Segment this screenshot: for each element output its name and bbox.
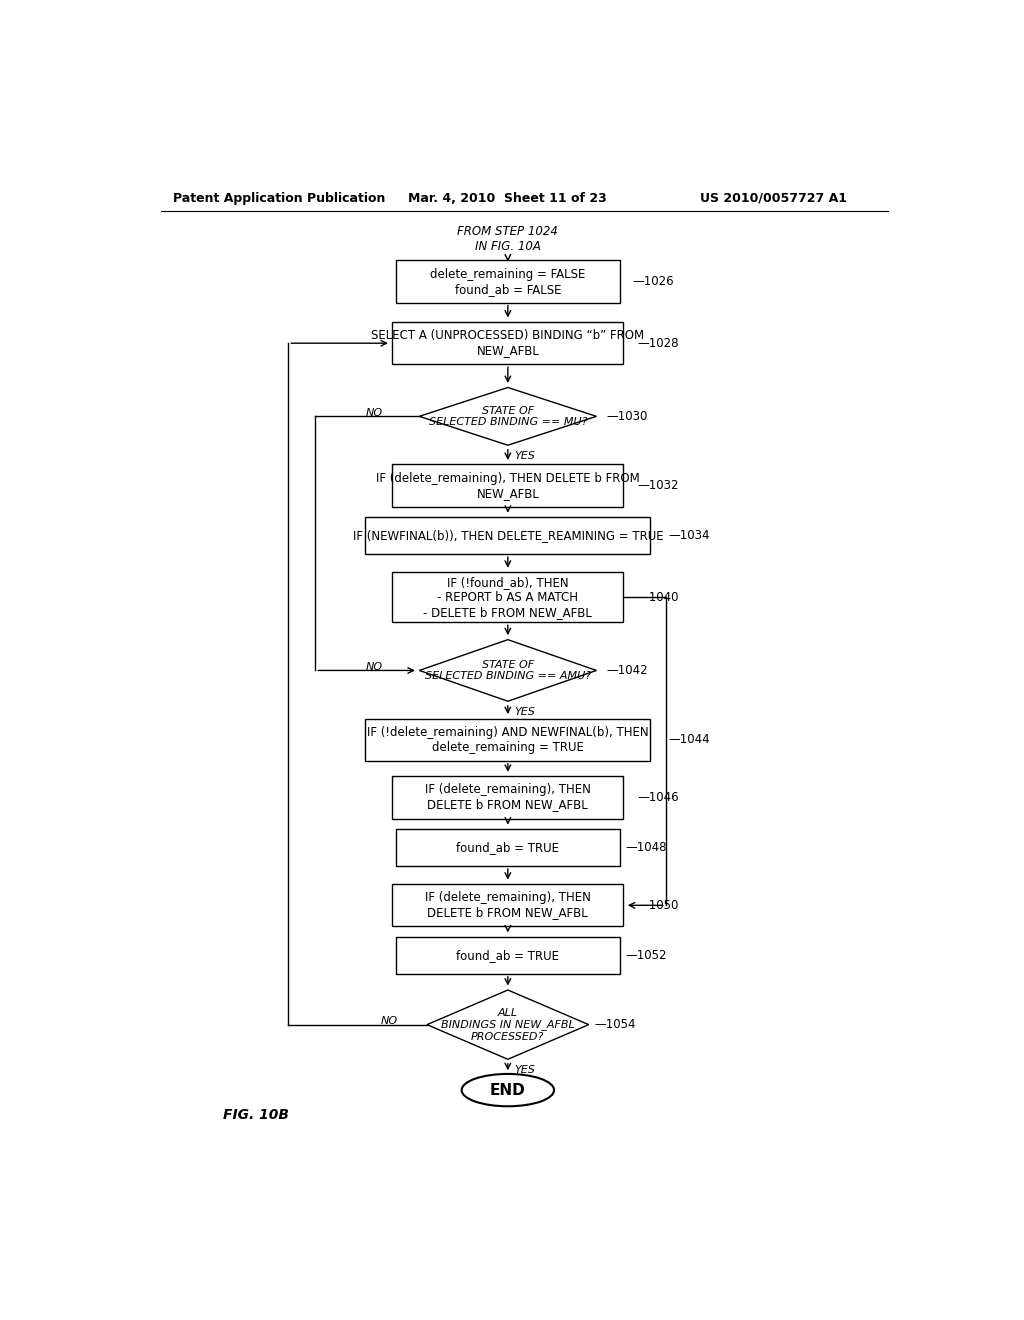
FancyBboxPatch shape — [396, 260, 620, 302]
Polygon shape — [419, 640, 596, 701]
Text: —1040: —1040 — [637, 591, 679, 603]
Text: Mar. 4, 2010  Sheet 11 of 23: Mar. 4, 2010 Sheet 11 of 23 — [408, 191, 606, 205]
Text: —1044: —1044 — [668, 733, 710, 746]
Text: YES: YES — [514, 708, 535, 717]
FancyBboxPatch shape — [366, 718, 650, 760]
Text: NO: NO — [366, 661, 383, 672]
Text: ALL
BINDINGS IN NEW_AFBL
PROCESSED?: ALL BINDINGS IN NEW_AFBL PROCESSED? — [441, 1007, 574, 1041]
Text: —1050: —1050 — [637, 899, 679, 912]
Text: YES: YES — [514, 1065, 535, 1076]
Text: IF (!found_ab), THEN
- REPORT b AS A MATCH
- DELETE b FROM NEW_AFBL: IF (!found_ab), THEN - REPORT b AS A MAT… — [423, 576, 592, 619]
Text: delete_remaining = FALSE
found_ab = FALSE: delete_remaining = FALSE found_ab = FALS… — [430, 268, 586, 296]
Text: US 2010/0057727 A1: US 2010/0057727 A1 — [700, 191, 848, 205]
Polygon shape — [427, 990, 589, 1059]
Text: IF (NEWFINAL(b)), THEN DELETE_REAMINING = TRUE: IF (NEWFINAL(b)), THEN DELETE_REAMINING … — [352, 529, 664, 543]
Text: SELECT A (UNPROCESSED) BINDING “b” FROM
NEW_AFBL: SELECT A (UNPROCESSED) BINDING “b” FROM … — [372, 329, 644, 358]
Text: —1028: —1028 — [637, 337, 679, 350]
Text: IF (delete_remaining), THEN DELETE b FROM
NEW_AFBL: IF (delete_remaining), THEN DELETE b FRO… — [376, 471, 640, 500]
FancyBboxPatch shape — [392, 322, 624, 364]
Text: —1052: —1052 — [626, 949, 668, 962]
Text: —1046: —1046 — [637, 791, 679, 804]
Text: Patent Application Publication: Patent Application Publication — [173, 191, 385, 205]
Text: —1048: —1048 — [626, 841, 668, 854]
Text: —1054: —1054 — [595, 1018, 636, 1031]
Text: found_ab = TRUE: found_ab = TRUE — [457, 949, 559, 962]
Text: —1032: —1032 — [637, 479, 679, 492]
Text: FIG. 10B: FIG. 10B — [223, 1107, 289, 1122]
Text: NO: NO — [366, 408, 383, 417]
FancyBboxPatch shape — [392, 465, 624, 507]
Text: —1034: —1034 — [668, 529, 710, 543]
FancyBboxPatch shape — [392, 776, 624, 818]
Text: IF (delete_remaining), THEN
DELETE b FROM NEW_AFBL: IF (delete_remaining), THEN DELETE b FRO… — [425, 891, 591, 919]
Text: IF (delete_remaining), THEN
DELETE b FROM NEW_AFBL: IF (delete_remaining), THEN DELETE b FRO… — [425, 784, 591, 812]
FancyBboxPatch shape — [392, 573, 624, 622]
Text: IF (!delete_remaining) AND NEWFINAL(b), THEN
delete_remaining = TRUE: IF (!delete_remaining) AND NEWFINAL(b), … — [367, 726, 648, 754]
FancyBboxPatch shape — [392, 884, 624, 927]
Text: STATE OF
SELECTED BINDING == MU?: STATE OF SELECTED BINDING == MU? — [429, 405, 587, 428]
Text: YES: YES — [514, 451, 535, 462]
FancyBboxPatch shape — [396, 829, 620, 866]
Text: —1026: —1026 — [633, 275, 674, 288]
Text: END: END — [490, 1082, 525, 1098]
Text: NO: NO — [381, 1016, 398, 1026]
Text: —1042: —1042 — [606, 664, 648, 677]
Text: found_ab = TRUE: found_ab = TRUE — [457, 841, 559, 854]
Text: STATE OF
SELECTED BINDING == AMU?: STATE OF SELECTED BINDING == AMU? — [425, 660, 591, 681]
Ellipse shape — [462, 1074, 554, 1106]
Polygon shape — [419, 388, 596, 445]
Text: —1030: —1030 — [606, 409, 648, 422]
FancyBboxPatch shape — [366, 517, 650, 554]
Text: FROM STEP 1024
IN FIG. 10A: FROM STEP 1024 IN FIG. 10A — [458, 226, 558, 253]
FancyBboxPatch shape — [396, 937, 620, 974]
